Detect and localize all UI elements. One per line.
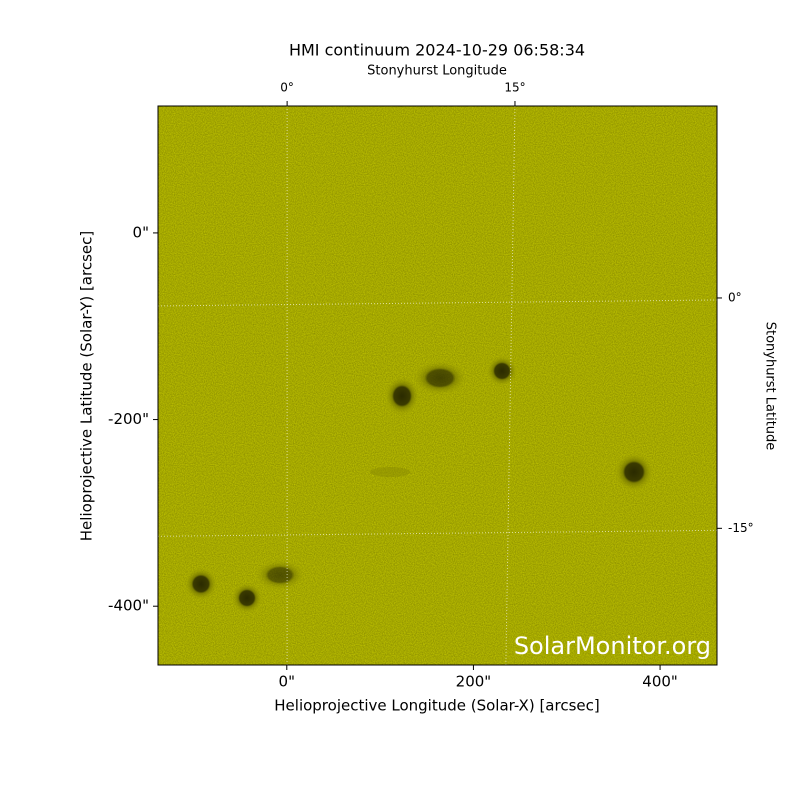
- chart-title: HMI continuum 2024-10-29 06:58:34: [289, 41, 585, 60]
- x-tick-label: 0": [279, 673, 295, 691]
- y-tick-label: -400": [108, 597, 149, 615]
- y-tick-label: 0": [133, 223, 149, 241]
- watermark: SolarMonitor.org: [514, 632, 711, 660]
- x-axis-label: Helioprojective Longitude (Solar-X) [arc…: [274, 697, 599, 715]
- x-tick-label: 400": [642, 673, 678, 691]
- y2-tick-label: -15°: [728, 521, 754, 535]
- sunspot: [614, 452, 654, 492]
- sunspot: [412, 360, 468, 396]
- plot-area: [158, 106, 717, 665]
- sunspot: [184, 567, 218, 601]
- x2-tick-label: 15°: [504, 81, 525, 95]
- sunspot: [231, 582, 263, 614]
- y-axis-label: Helioprojective Latitude (Solar-Y) [arcs…: [78, 231, 96, 541]
- sunspot: [486, 355, 518, 387]
- x-tick-label: 200": [456, 673, 492, 691]
- y-tick-label: -200": [108, 410, 149, 428]
- sunspot: [254, 559, 306, 591]
- x2-axis-label: Stonyhurst Longitude: [367, 64, 507, 79]
- y2-axis-label: Stonyhurst Latitude: [763, 322, 778, 451]
- y2-tick-label: 0°: [728, 290, 742, 304]
- pore: [370, 467, 410, 477]
- x2-tick-label: 0°: [280, 81, 294, 95]
